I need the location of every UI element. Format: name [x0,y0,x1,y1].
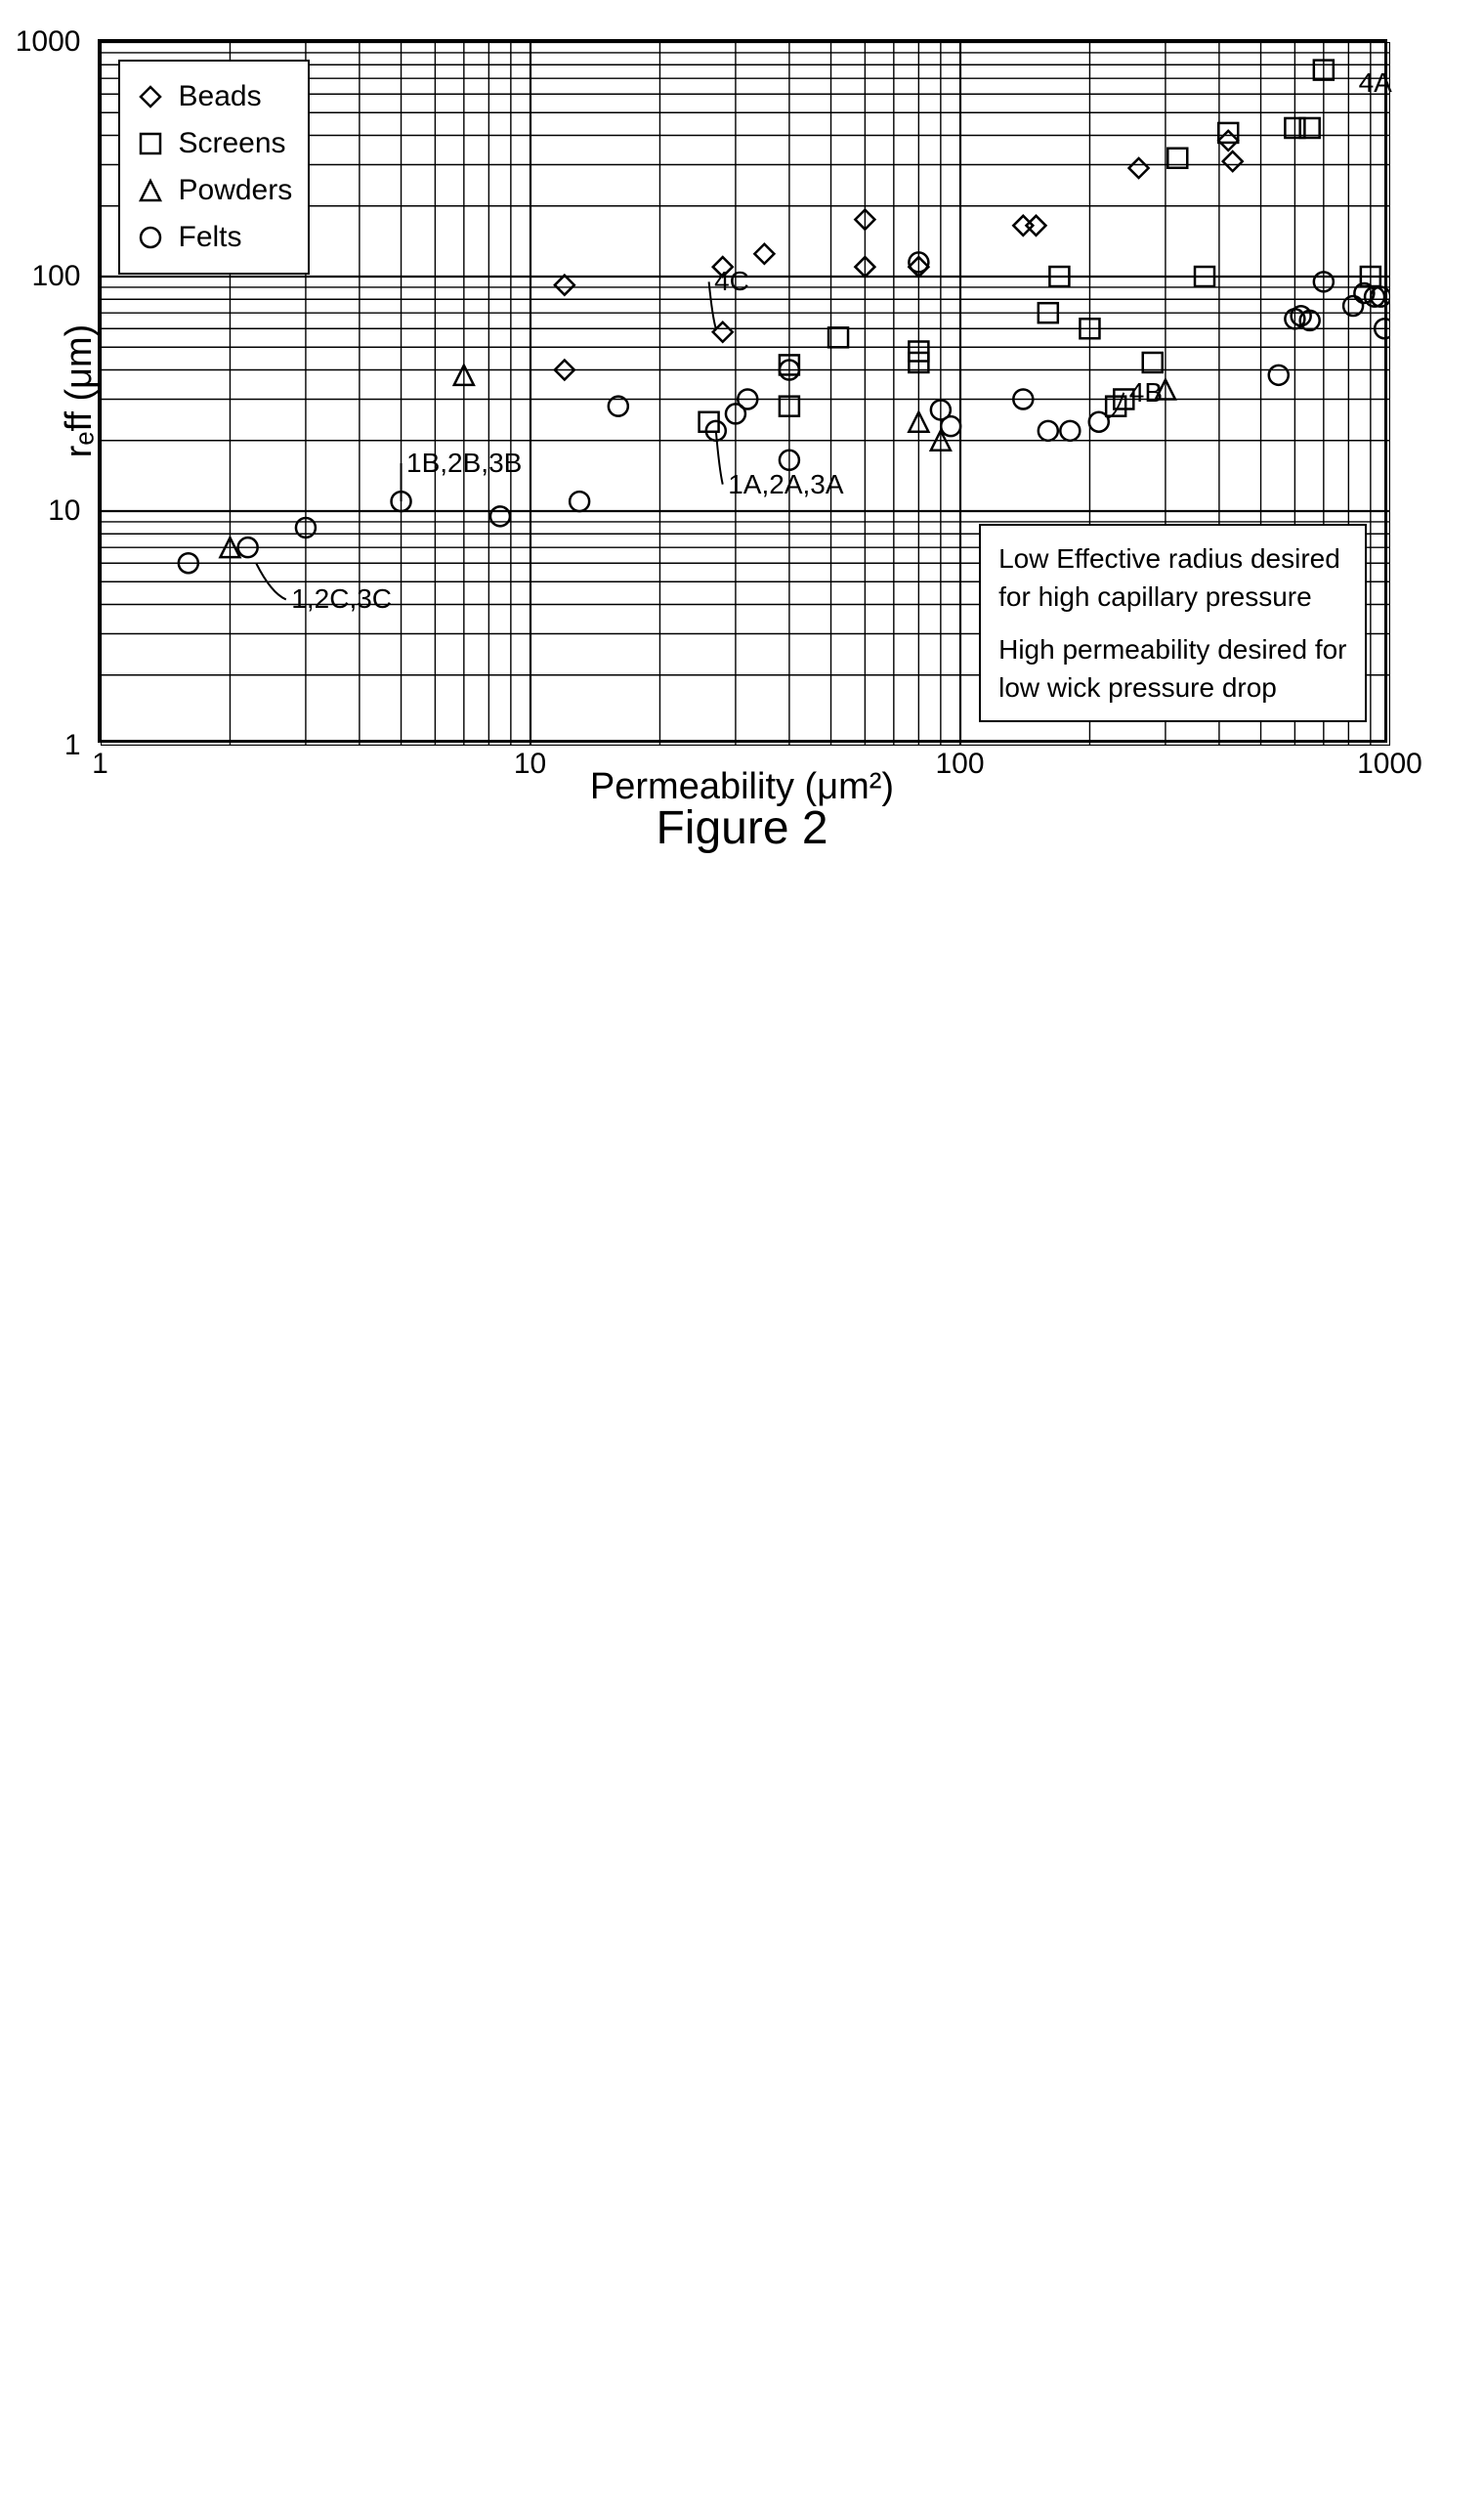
legend-label: Beads [179,73,262,120]
y-axis-label-text: rₑff (μm) [58,324,99,458]
annotation-line: Low Effective radius desired [998,539,1346,578]
legend-item: Powders [136,167,293,214]
data-point [941,416,960,436]
y-tick-label: 10 [48,494,80,528]
diamond-icon [136,82,165,111]
data-point [712,257,732,277]
legend: BeadsScreensPowdersFelts [118,60,311,275]
x-tick-label: 1000 [1357,748,1422,781]
data-point [1038,421,1057,441]
legend-item: Felts [136,214,293,261]
scatter-chart: rₑff (μm) Permeability (μm²) 11010010001… [98,39,1387,743]
figure-caption-text: Figure 2 [656,802,827,854]
circle-icon [136,223,165,252]
annotation-line: High permeability desired for [998,630,1346,668]
annotation-line: low wick pressure drop [998,668,1346,707]
data-point [1088,412,1108,432]
annotation-line: for high capillary pressure [998,578,1346,616]
data-point [554,276,573,295]
data-point [1218,131,1238,150]
legend-label: Powders [179,167,293,214]
y-tick-label: 100 [31,260,80,293]
x-tick-label: 1 [92,748,108,781]
y-tick-label: 1 [64,729,81,762]
x-axis-label: Permeability (μm²) [590,766,894,808]
data-point [1026,216,1045,236]
y-axis-label: rₑff (μm) [58,324,100,458]
data-point [1218,123,1238,143]
legend-item: Screens [136,120,293,167]
legend-item: Beads [136,73,293,120]
x-tick-label: 10 [514,748,546,781]
data-point [1013,216,1033,236]
triangle-icon [136,176,165,205]
data-point [1128,158,1148,178]
data-point [489,506,509,526]
figure-wrap: rₑff (μm) Permeability (μm²) 11010010001… [98,39,1387,855]
x-tick-label: 100 [935,748,984,781]
figure-caption: Figure 2 [656,801,827,855]
legend-label: Screens [179,120,286,167]
x-axis-label-text: Permeability (μm²) [590,766,894,807]
data-point [1222,151,1242,171]
data-point [1060,421,1080,441]
data-point [754,244,774,264]
annotation-box: Low Effective radius desiredfor high cap… [979,524,1366,722]
y-tick-label: 1000 [16,25,81,59]
legend-label: Felts [179,214,242,261]
square-icon [136,129,165,158]
data-point [570,492,589,511]
data-point [1268,365,1288,385]
